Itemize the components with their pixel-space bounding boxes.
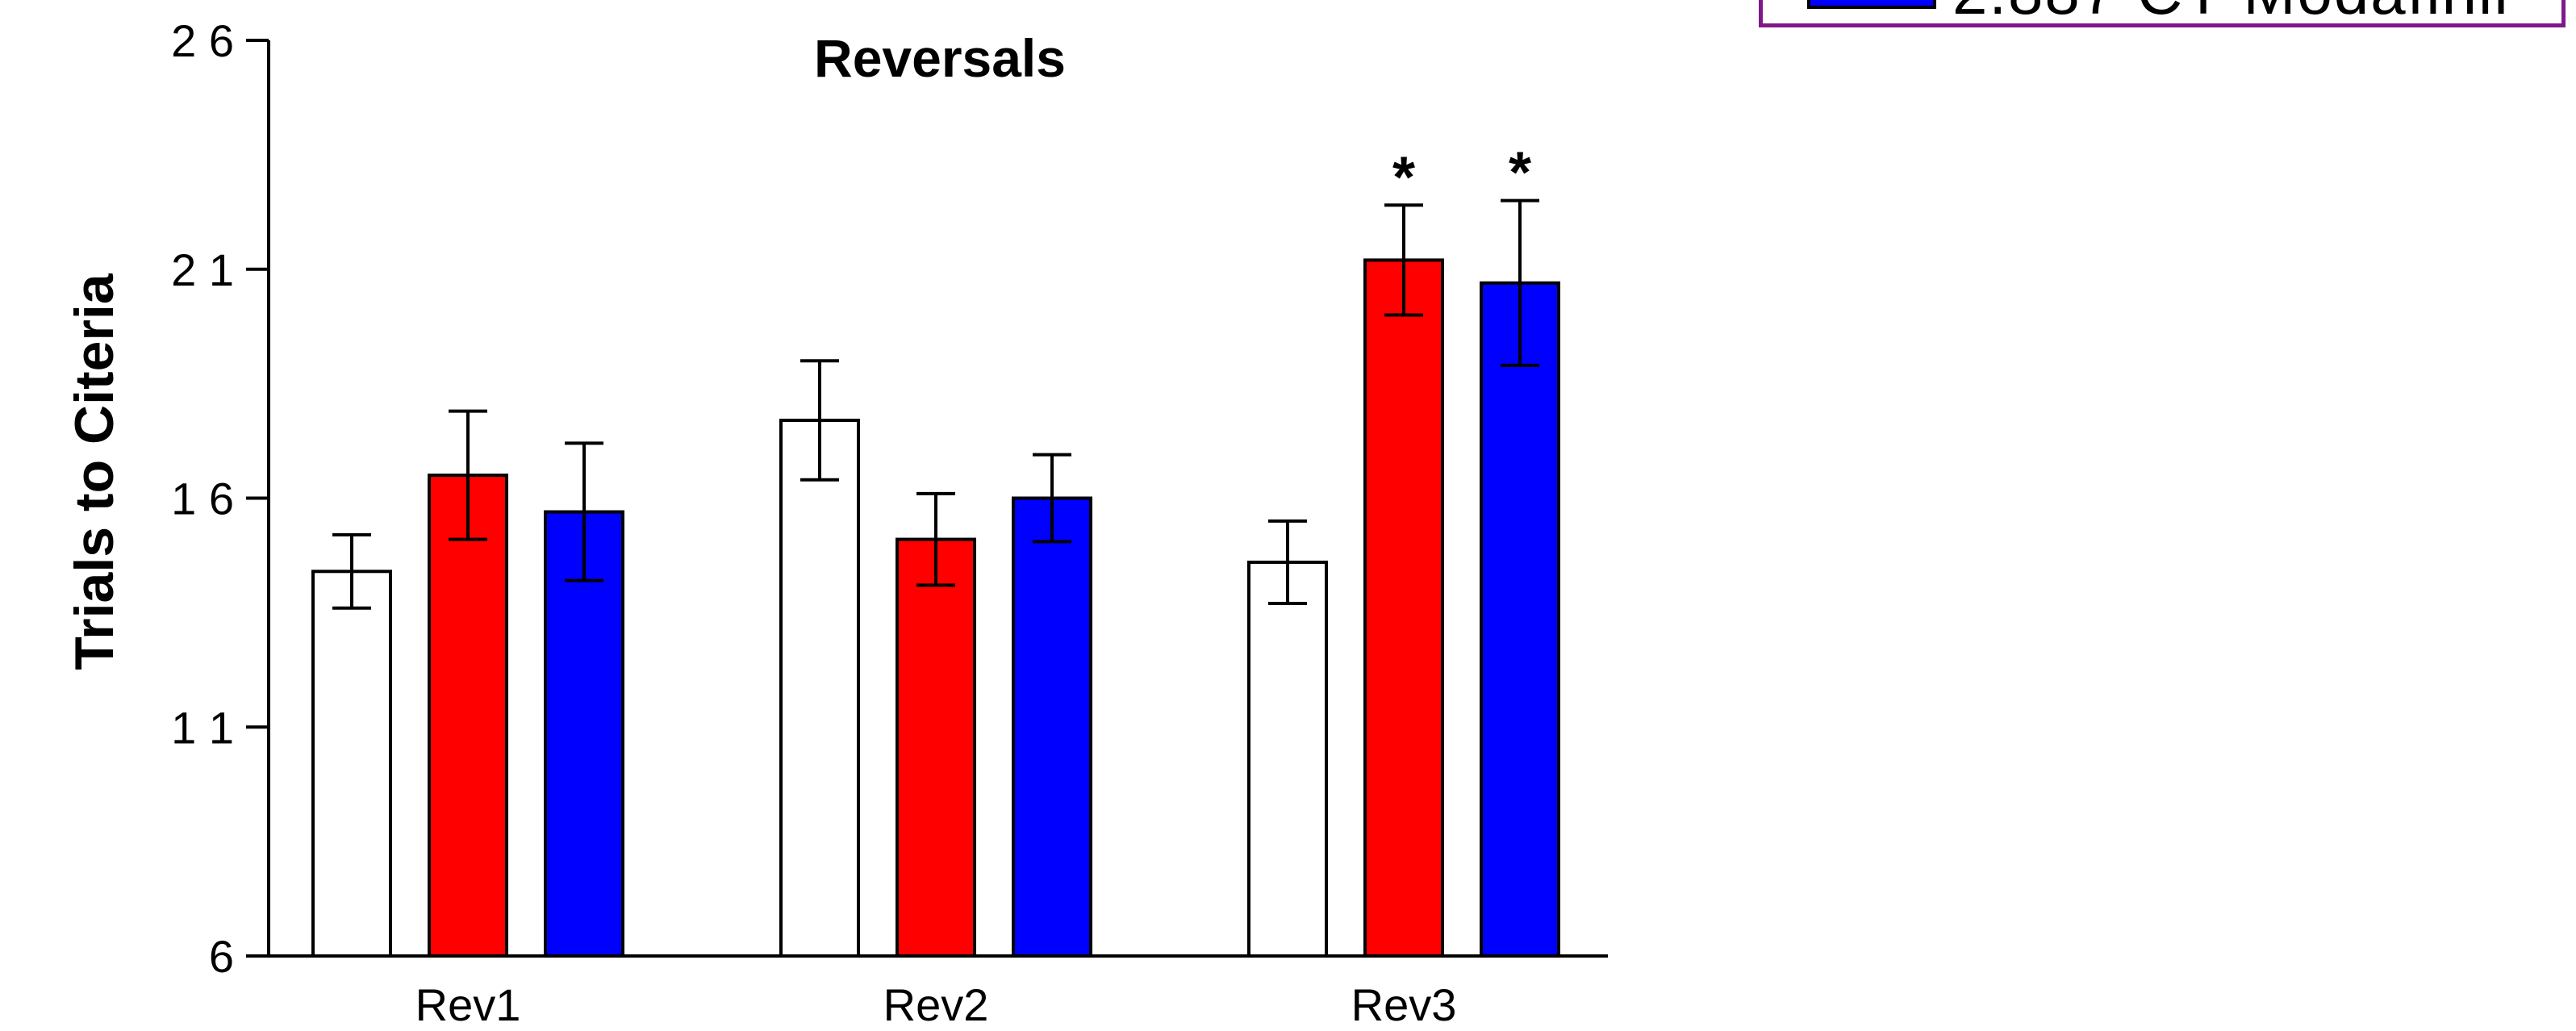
bar bbox=[896, 537, 976, 958]
bar bbox=[428, 474, 508, 958]
y-tick-label: 1 6 bbox=[171, 474, 234, 524]
tick-labels-group: 6 1 1 1 6 2 1 2 6 Rev1 Rev2 Rev3 bbox=[171, 15, 1457, 1030]
bar bbox=[1480, 281, 1560, 958]
y-axis-label: Trials to Citeria bbox=[64, 273, 125, 670]
error-bars-group: * * bbox=[332, 141, 1539, 610]
x-tick-label: Rev2 bbox=[883, 979, 989, 1027]
x-tick-label: Rev3 bbox=[1351, 979, 1457, 1027]
bar bbox=[1363, 258, 1444, 958]
bar bbox=[1012, 496, 1092, 958]
y-tick-label: 2 6 bbox=[171, 15, 234, 66]
bar bbox=[311, 570, 392, 958]
bar bbox=[779, 419, 860, 958]
legend: 2.887 CT-Modafinil bbox=[1759, 0, 2566, 27]
legend-swatch-blue bbox=[1807, 0, 1936, 9]
bar bbox=[544, 510, 624, 958]
significance-marker: * bbox=[1392, 145, 1415, 210]
bars-group bbox=[311, 258, 1560, 958]
significance-marker: * bbox=[1509, 141, 1531, 206]
legend-clip: 2.887 CT-Modafinil bbox=[1759, 0, 2576, 32]
y-tick-label: 1 1 bbox=[171, 702, 234, 753]
chart-title: Reversals bbox=[814, 28, 1066, 88]
legend-label: 2.887 CT-Modafinil bbox=[1952, 0, 2510, 29]
bar bbox=[1247, 560, 1328, 958]
x-tick-label: Rev1 bbox=[415, 979, 521, 1027]
y-tick-label: 6 bbox=[209, 931, 234, 982]
y-tick-label: 2 1 bbox=[171, 244, 234, 295]
